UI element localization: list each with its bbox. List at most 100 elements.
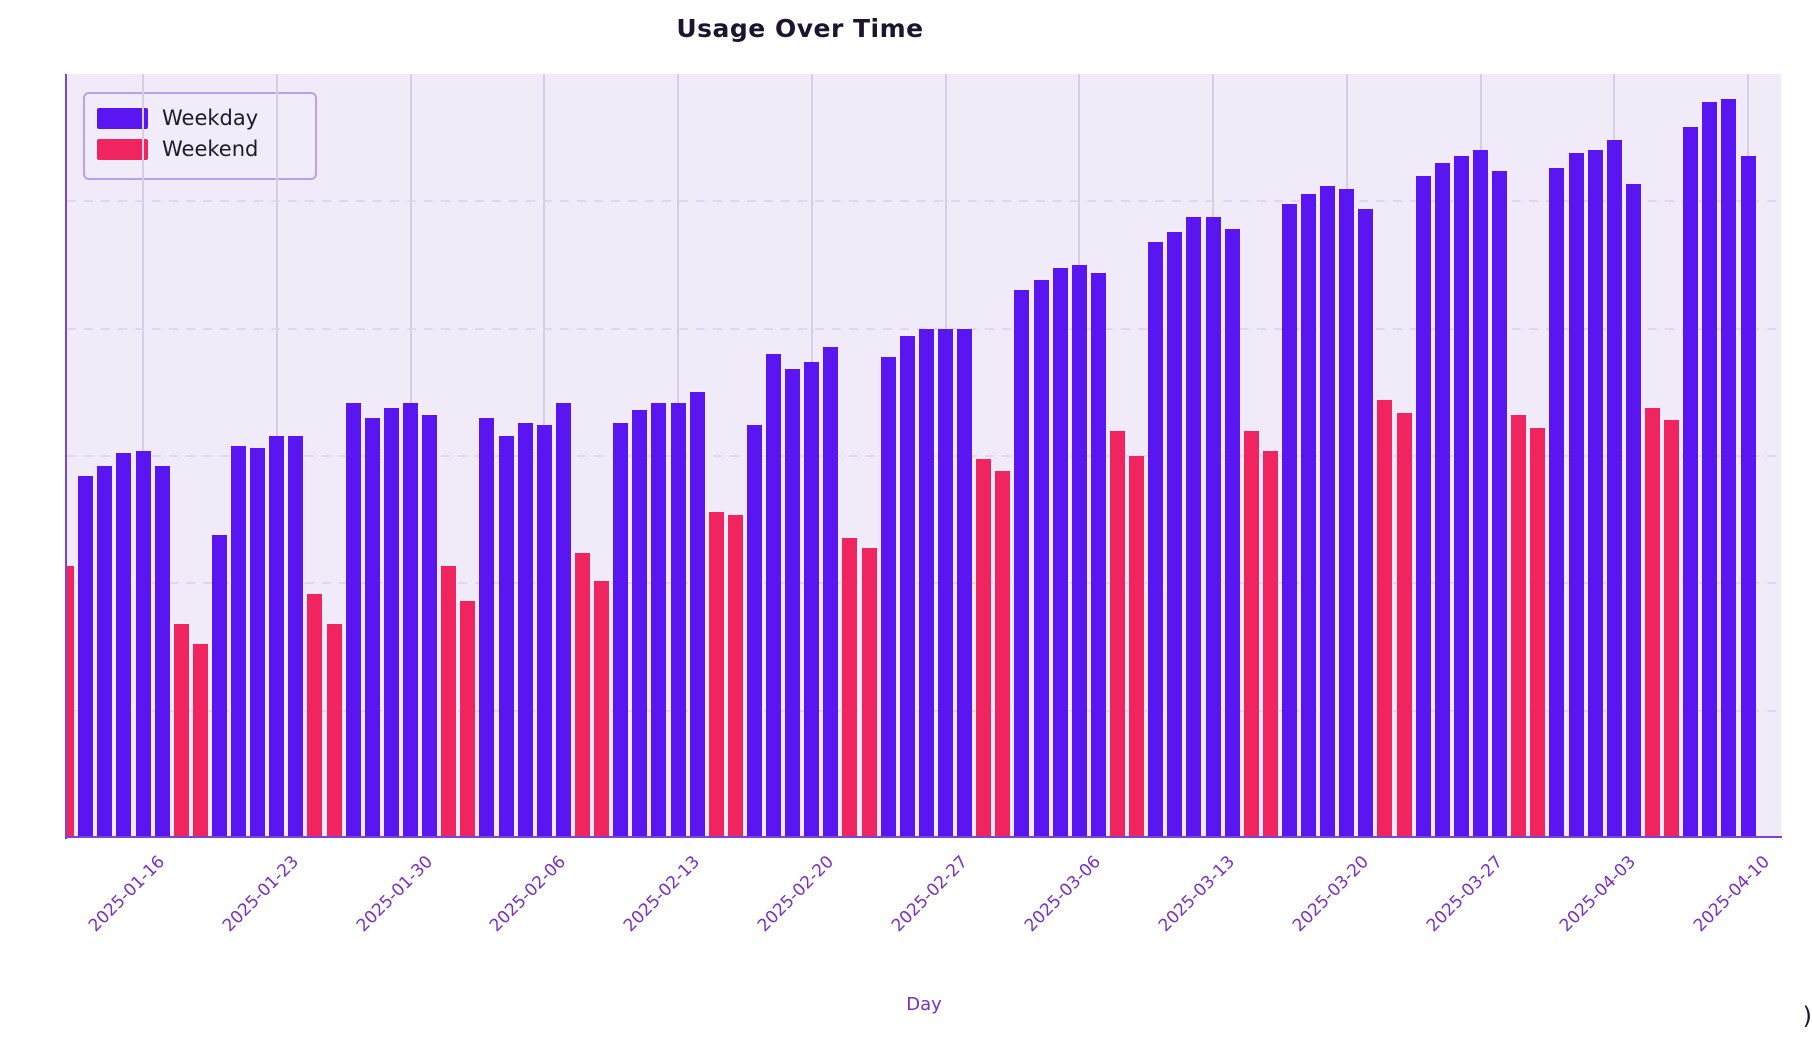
weekday-bar-2025-02-06 — [536, 425, 552, 838]
weekday-bar-2025-03-31 — [1549, 168, 1565, 838]
weekend-bar-2025-03-30 — [1530, 428, 1546, 838]
weekday-bar-2025-02-07 — [555, 402, 571, 838]
weekday-bar-2025-04-09 — [1721, 99, 1737, 838]
weekday-bar-2025-01-24 — [288, 435, 304, 838]
legend: Weekday Weekend — [83, 92, 317, 180]
x-tick-label: 2025-01-30 — [352, 852, 437, 937]
weekday-bar-2025-02-27 — [938, 328, 954, 838]
x-tick-label: 2025-03-13 — [1155, 852, 1240, 937]
weekday-bar-2025-03-17 — [1281, 203, 1297, 838]
weekday-bar-2025-02-05 — [517, 422, 533, 838]
weekend-bar-2025-03-22 — [1377, 399, 1393, 838]
weekday-bar-2025-03-07 — [1090, 272, 1106, 838]
weekday-bar-2025-02-19 — [785, 369, 801, 838]
weekend-bar-2025-01-19 — [192, 644, 208, 838]
weekday-bar-2025-02-04 — [498, 435, 514, 838]
x-tick-label: 2025-03-20 — [1288, 852, 1373, 937]
weekday-bar-2025-02-12 — [651, 402, 667, 838]
weekday-bar-2025-04-07 — [1683, 127, 1699, 838]
weekend-bar-2025-03-15 — [1243, 430, 1259, 838]
weekday-bar-2025-01-31 — [422, 415, 438, 838]
x-tick-label: 2025-01-23 — [218, 852, 303, 937]
x-tick-label: 2025-03-27 — [1422, 852, 1507, 937]
weekday-bar-2025-03-24 — [1415, 175, 1431, 838]
weekend-bar-2025-03-16 — [1262, 450, 1278, 838]
weekday-bar-2025-04-04 — [1625, 183, 1641, 838]
weekday-bar-2025-02-13 — [670, 402, 686, 838]
weekday-bar-2025-02-20 — [804, 361, 820, 838]
weekday-bar-2025-03-13 — [1205, 216, 1221, 838]
weekday-bar-2025-03-05 — [1052, 267, 1068, 838]
weekend-bar-2025-03-23 — [1396, 412, 1412, 838]
x-axis-line — [66, 836, 1782, 838]
weekday-bar-2025-01-14 — [97, 466, 113, 838]
weekday-bar-2025-04-03 — [1606, 140, 1622, 838]
weekday-bar-2025-03-21 — [1358, 208, 1374, 838]
weekday-bar-2025-02-18 — [766, 354, 782, 838]
weekday-bar-2025-02-25 — [899, 336, 915, 838]
weekend-bar-2025-02-08 — [574, 552, 590, 838]
y-axis-line — [65, 74, 67, 839]
weekday-bar-2025-01-22 — [250, 448, 266, 838]
weekend-bar-2025-01-26 — [326, 624, 342, 838]
legend-label: Weekday — [162, 106, 259, 130]
legend-entry-weekend: Weekend — [97, 139, 303, 160]
weekend-bar-2025-03-02 — [995, 471, 1011, 838]
weekend-bar-2025-02-16 — [727, 514, 743, 838]
weekend-bar-2025-03-29 — [1511, 415, 1527, 838]
weekday-bar-2025-03-12 — [1186, 216, 1202, 838]
plot-area: Weekday Weekend — [67, 74, 1781, 838]
weekday-bar-2025-04-02 — [1587, 150, 1603, 838]
weekday-bar-2025-01-21 — [231, 445, 247, 838]
weekday-bar-2025-03-06 — [1071, 265, 1087, 838]
x-tick-label: 2025-04-10 — [1690, 852, 1775, 937]
chart-title: Usage Over Time — [676, 14, 924, 43]
weekday-bar-2025-03-27 — [1473, 150, 1489, 838]
weekday-bar-2025-04-08 — [1702, 102, 1718, 838]
weekday-bar-2025-02-21 — [823, 346, 839, 838]
weekday-bar-2025-02-03 — [479, 417, 495, 838]
weekend-swatch-icon — [97, 139, 148, 160]
weekend-bar-2025-04-06 — [1664, 420, 1680, 838]
weekend-bar-2025-02-09 — [594, 580, 610, 838]
weekday-bar-2025-02-26 — [918, 328, 934, 838]
weekday-swatch-icon — [97, 108, 148, 129]
x-tick-label: 2025-02-06 — [486, 852, 571, 937]
x-axis-tick-labels: 2025-01-16 2025-01-23 2025-01-30 2025-02-06… — [0, 852, 1812, 1002]
weekend-bar-2025-02-23 — [861, 547, 877, 838]
weekday-bar-2025-01-20 — [211, 534, 227, 838]
weekend-bar-2025-01-25 — [307, 593, 323, 838]
weekend-bar-2025-04-05 — [1644, 407, 1660, 838]
weekday-bar-2025-03-10 — [1148, 242, 1164, 838]
weekday-bar-2025-01-28 — [364, 417, 380, 838]
weekday-bar-2025-02-10 — [613, 422, 629, 838]
weekend-bar-2025-02-02 — [460, 601, 476, 838]
legend-label: Weekend — [162, 137, 259, 161]
weekday-bar-2025-03-11 — [1167, 231, 1183, 838]
weekend-bar-2025-03-09 — [1129, 456, 1145, 838]
weekday-bar-2025-01-15 — [116, 453, 132, 838]
weekday-bar-2025-03-20 — [1339, 188, 1355, 838]
weekday-bar-2025-03-19 — [1320, 186, 1336, 838]
x-tick-label: 2025-02-13 — [620, 852, 705, 937]
weekday-bar-2025-03-14 — [1224, 229, 1240, 838]
weekend-bar-2025-02-15 — [708, 512, 724, 838]
weekend-bar-2025-02-22 — [842, 537, 858, 838]
weekday-bar-2025-02-17 — [746, 425, 762, 838]
weekday-bar-2025-04-10 — [1740, 155, 1756, 838]
weekday-bar-2025-03-28 — [1492, 170, 1508, 838]
weekday-bar-2025-02-11 — [632, 410, 648, 838]
weekend-bar-2025-01-18 — [173, 624, 189, 838]
weekday-bar-2025-03-25 — [1434, 163, 1450, 838]
weekday-bar-2025-01-23 — [269, 435, 285, 838]
legend-entry-weekday: Weekday — [97, 108, 303, 129]
x-axis-title: Day — [906, 994, 942, 1015]
weekday-bar-2025-03-18 — [1301, 193, 1317, 838]
weekday-bar-2025-01-27 — [345, 402, 361, 838]
weekend-bar-2025-03-08 — [1109, 430, 1125, 838]
x-tick-label: 2025-02-20 — [753, 852, 838, 937]
weekday-bar-2025-02-14 — [689, 392, 705, 838]
weekday-bar-2025-01-17 — [154, 466, 170, 838]
corner-artifact: ) — [1802, 1002, 1812, 1030]
